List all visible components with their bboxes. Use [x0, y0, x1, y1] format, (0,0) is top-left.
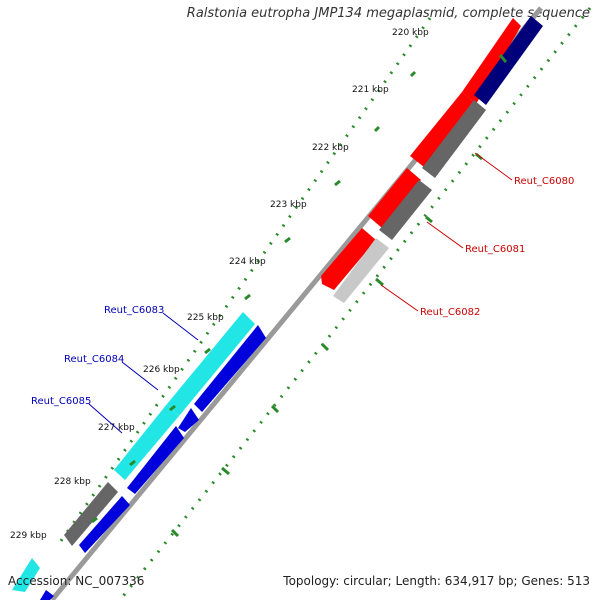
tick-label-225: 225 kbp: [187, 313, 224, 323]
gene-block-gray-1[interactable]: [422, 100, 486, 178]
gene-block-red-2[interactable]: [410, 92, 476, 167]
tick-label-228: 228 kbp: [54, 477, 91, 487]
gene-label-reut-c6083[interactable]: Reut_C6083: [104, 305, 164, 316]
outer-dotted-ring: [56, 17, 432, 546]
left-gene-labels: Reut_C6083 Reut_C6084 Reut_C6085: [31, 305, 164, 407]
gene-label-reut-c6081[interactable]: Reut_C6081: [465, 244, 525, 255]
gene-label-reut-c6082[interactable]: Reut_C6082: [420, 307, 480, 318]
gene-block-blue-3[interactable]: [127, 426, 184, 494]
tick-label-229: 229 kbp: [10, 531, 47, 541]
inner-ring-ticks: [170, 54, 508, 538]
gene-block-lightgray[interactable]: [333, 238, 389, 303]
topology-stats: Topology: circular; Length: 634,917 bp; …: [283, 574, 590, 588]
tick-label-224: 224 kbp: [229, 257, 266, 267]
gene-block-navy[interactable]: [474, 16, 543, 105]
tick-labels: 220 kbp 221 kbp 222 kbp 223 kbp 224 kbp …: [10, 28, 429, 541]
reverse-strand-genes-left: [40, 325, 266, 600]
gene-block-blue-5[interactable]: [40, 590, 54, 600]
gene-label-reut-c6085[interactable]: Reut_C6085: [31, 396, 91, 407]
right-label-leaders: [380, 152, 513, 312]
forward-strand-genes: [321, 18, 521, 290]
map-title: Ralstonia eutropha JMP134 megaplasmid, c…: [186, 6, 590, 21]
gene-block-red-4[interactable]: [321, 228, 376, 290]
tick-label-223: 223 kbp: [270, 200, 307, 210]
gene-block-red-1[interactable]: [462, 18, 521, 104]
reverse-strand-genes-right: [333, 16, 543, 303]
highlight-genes: [12, 312, 255, 592]
gene-label-reut-c6080[interactable]: Reut_C6080: [514, 176, 574, 187]
tick-label-221: 221 kbp: [352, 85, 389, 95]
tick-label-222: 222 kbp: [312, 143, 349, 153]
gene-block-cyan-1[interactable]: [167, 312, 255, 416]
outer-ring-ticks: [91, 70, 417, 524]
gene-block-gray-left[interactable]: [64, 482, 118, 546]
tick-label-220: 220 kbp: [392, 28, 429, 38]
accession-label: Accession: NC_007336: [8, 574, 145, 588]
tick-label-226: 226 kbp: [143, 365, 180, 375]
gene-block-gray-2[interactable]: [379, 180, 432, 240]
gene-block-cyan-3[interactable]: [12, 558, 40, 592]
inner-dotted-ring: [118, 7, 592, 600]
gene-block-red-3[interactable]: [368, 168, 421, 228]
gene-block-blue-1[interactable]: [194, 325, 266, 412]
left-label-leaders: [88, 312, 199, 434]
gene-block-blue-2[interactable]: [178, 408, 199, 432]
gene-block-blue-4[interactable]: [79, 496, 130, 553]
right-gene-labels: Reut_C6080 Reut_C6081 Reut_C6082: [420, 176, 574, 318]
gene-block-cyan-2[interactable]: [114, 404, 179, 480]
gene-label-reut-c6084[interactable]: Reut_C6084: [64, 354, 124, 365]
